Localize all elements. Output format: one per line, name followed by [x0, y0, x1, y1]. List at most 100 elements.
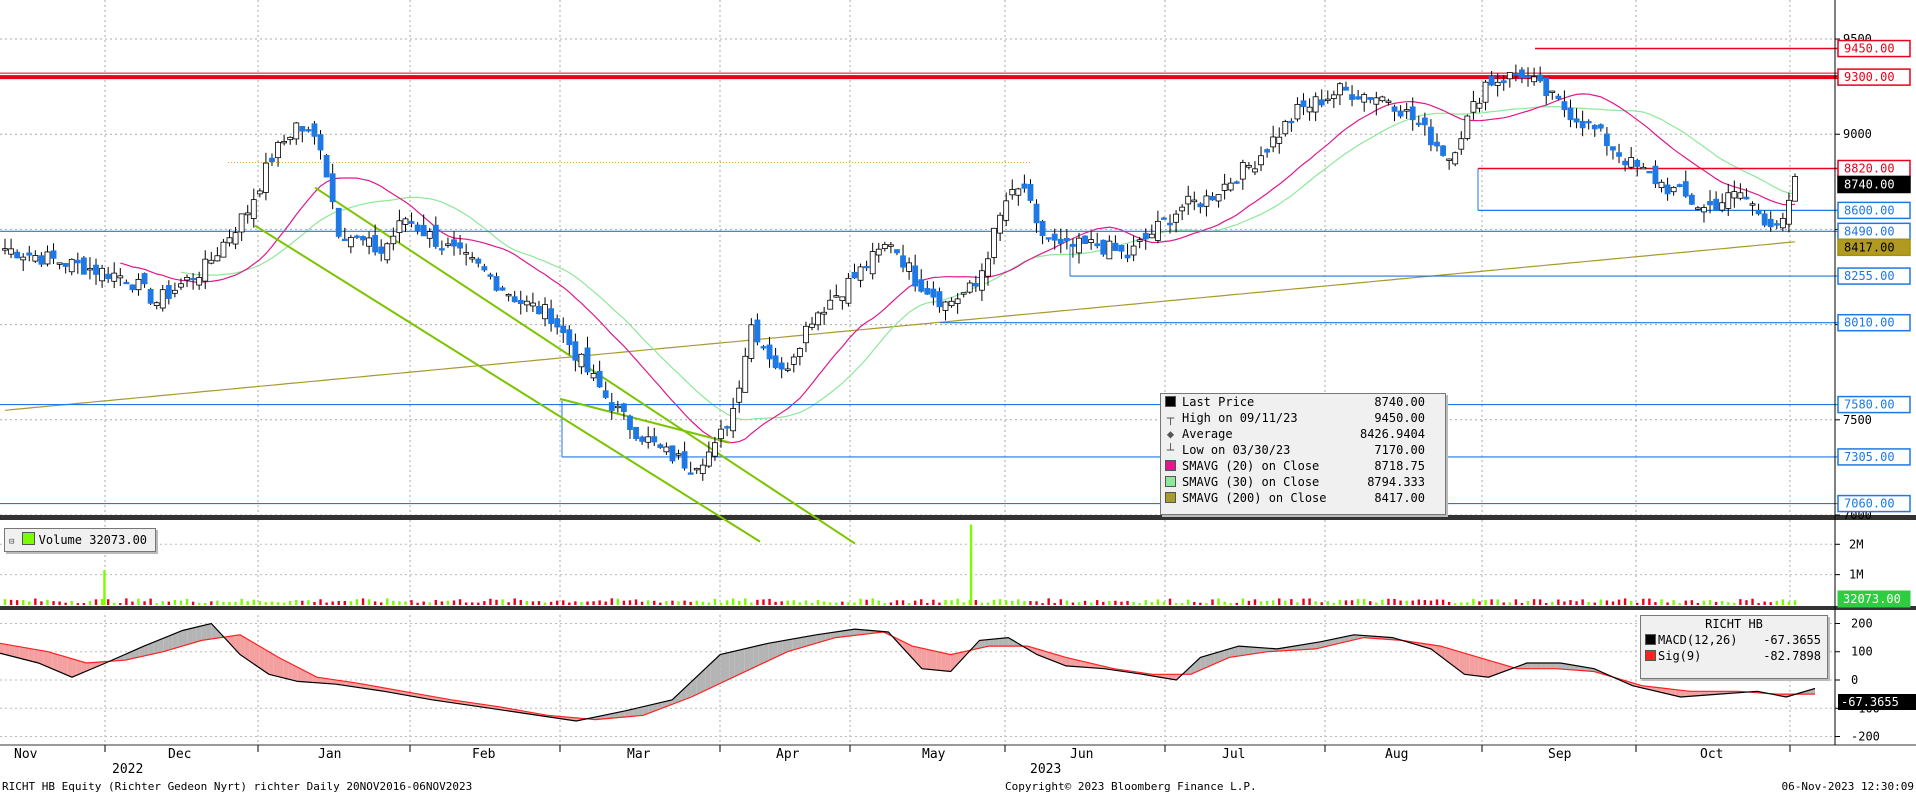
- candle-body: [718, 428, 724, 440]
- candle-body: [1695, 207, 1701, 210]
- candle-body: [790, 356, 797, 365]
- volume-bar: [1229, 602, 1232, 605]
- volume-bar: [495, 599, 498, 605]
- macd-legend[interactable]: RICHT HB MACD(12,26) -67.3655 Sig(9) -82.78…: [1640, 615, 1828, 679]
- volume-bar: [1150, 602, 1154, 605]
- macd-histogram-area: [859, 629, 865, 635]
- macd-histogram-area: [1061, 655, 1066, 666]
- volume-bar: [483, 601, 486, 605]
- macd-histogram-area: [316, 677, 322, 684]
- macd-histogram-area: [936, 651, 942, 671]
- volume-bar: [1484, 599, 1487, 605]
- candle-body: [827, 299, 834, 310]
- candle-body: [1063, 237, 1070, 242]
- volume-bar: [1435, 599, 1439, 605]
- macd-histogram-area: [821, 633, 826, 642]
- macd-histogram-area: [1190, 661, 1196, 675]
- macd-histogram-area: [945, 653, 951, 672]
- macd-histogram-area: [1435, 645, 1441, 657]
- volume-tick-label: 2M: [1849, 537, 1863, 551]
- candle-body: [378, 246, 385, 254]
- candle-body: [1470, 101, 1477, 113]
- candle-body: [1713, 198, 1720, 211]
- macd-swatch-icon: [1645, 634, 1656, 645]
- macd-histogram-area: [192, 627, 197, 644]
- macd-histogram-area: [1330, 638, 1335, 646]
- candle-body: [1124, 254, 1131, 259]
- macd-tick-label: -200: [1851, 730, 1880, 744]
- macd-histogram-area: [1310, 642, 1316, 650]
- moving-averages: [4, 93, 1796, 444]
- volume-bar: [1132, 602, 1135, 605]
- candle-body: [1082, 235, 1088, 245]
- macd-histogram-area: [672, 695, 678, 705]
- volume-bar: [1338, 599, 1342, 605]
- candle-body: [1610, 146, 1616, 151]
- volume-spike-bar: [103, 570, 106, 605]
- volume-label: Volume 32073.00: [38, 533, 148, 547]
- macd-histogram-area: [902, 641, 908, 653]
- macd-histogram-area: [1205, 654, 1210, 668]
- volume-bar: [1187, 599, 1190, 605]
- candle-body: [1628, 157, 1635, 168]
- volume-bar: [1235, 602, 1238, 605]
- candle-body: [305, 129, 312, 132]
- volume-bar: [1350, 600, 1354, 605]
- volume-bar: [1290, 599, 1293, 605]
- price-legend[interactable]: Last Price 8740.00 ┬ High on 09/11/23 9450.0…: [1160, 393, 1446, 515]
- volume-bar: [1599, 599, 1603, 605]
- macd-histogram-area: [1666, 688, 1671, 695]
- volume-bar: [1690, 600, 1694, 605]
- level-label-box: [1837, 395, 1911, 414]
- level-label: 7580.00: [1844, 398, 1895, 412]
- macd-histogram-area: [76, 660, 82, 676]
- volume-bar: [64, 602, 67, 605]
- volume-bar: [1514, 599, 1518, 605]
- volume-bar: [853, 602, 856, 605]
- level-label-box: [1837, 175, 1911, 194]
- volume-bar: [555, 600, 559, 605]
- macd-histogram-area: [1498, 663, 1503, 674]
- volume-bar: [88, 601, 92, 605]
- volume-bar: [1423, 600, 1427, 605]
- candle-body: [900, 255, 906, 268]
- volume-swatch-icon: [21, 532, 35, 545]
- macd-histogram-area: [710, 659, 716, 688]
- volume-bar: [665, 601, 668, 605]
- macd-histogram-area: [801, 636, 807, 648]
- macd-histogram-area: [62, 655, 68, 676]
- volume-bar: [1787, 601, 1791, 605]
- candle-body: [614, 405, 621, 409]
- candle-body: [372, 234, 379, 253]
- candle-body: [366, 237, 372, 247]
- macd-histogram-area: [67, 657, 73, 678]
- volume-bar: [877, 600, 880, 605]
- macd-histogram-area: [1704, 691, 1710, 696]
- macd-histogram-area: [168, 634, 173, 651]
- candle-body: [1561, 101, 1568, 111]
- volume-bar: [1447, 601, 1451, 605]
- macd-histogram-area: [864, 629, 870, 635]
- volume-bar: [1617, 599, 1621, 605]
- collapse-icon[interactable]: ⊟: [9, 537, 15, 547]
- volume-bar: [1490, 599, 1493, 605]
- candle-body: [954, 298, 961, 304]
- candle-body: [1682, 181, 1689, 197]
- volume-bar: [1702, 600, 1706, 605]
- candle-body: [1239, 162, 1246, 180]
- y-tick-label: 9000: [1843, 127, 1872, 141]
- candle-body: [105, 273, 112, 279]
- legend-value: 8417.00: [1374, 491, 1425, 505]
- macd-histogram-area: [1541, 663, 1547, 669]
- candle-body: [153, 302, 160, 306]
- volume-bar: [1356, 598, 1360, 605]
- volume-tick-label: 1M: [1849, 568, 1863, 582]
- candle-body: [578, 353, 585, 368]
- volume-bar: [1441, 599, 1445, 605]
- candle-body: [99, 267, 105, 282]
- volume-bar: [992, 599, 996, 605]
- legend-value: 8426.9404: [1359, 427, 1425, 441]
- candle-body: [1446, 158, 1453, 161]
- volume-legend[interactable]: ⊟ Volume 32073.00: [4, 528, 157, 552]
- volume-bar: [1593, 602, 1596, 605]
